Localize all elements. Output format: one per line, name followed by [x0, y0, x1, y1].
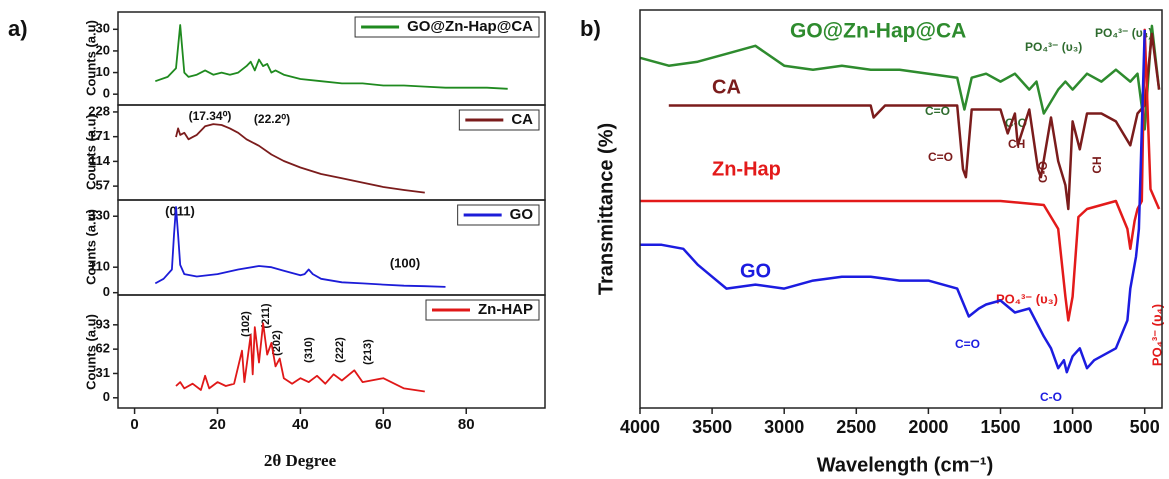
panel-label: b) — [580, 16, 601, 41]
y-tick-label: 20 — [96, 42, 110, 57]
series-label: CA — [712, 76, 741, 98]
annotation: (211) — [260, 303, 272, 328]
annotation: PO₄³⁻ (υ₄) — [1095, 26, 1152, 40]
y-axis-label: Counts (a.u) — [83, 114, 98, 190]
annotation: C-O — [1040, 390, 1062, 404]
data-line — [155, 24, 508, 90]
legend-label: GO — [510, 206, 534, 223]
annotation: (17.34⁰) — [189, 109, 232, 123]
plot-frame — [639, 9, 1163, 409]
legend-label: CA — [511, 111, 533, 128]
x-axis-label: Wavelength (cm⁻¹) — [817, 454, 994, 476]
data-line — [640, 29, 1146, 374]
annotation: CH — [1090, 156, 1104, 173]
annotation: PO₄³⁻ (υ₃) — [996, 291, 1058, 306]
x-tick-label: 1500 — [980, 417, 1020, 437]
y-tick-label: 62 — [96, 341, 110, 356]
series-label: Zn-Hap — [712, 158, 781, 180]
annotation: (202) — [271, 330, 283, 356]
legend-box — [425, 299, 540, 321]
data-line — [668, 32, 1161, 211]
annotation: C=O — [925, 104, 950, 118]
annotation: C=O — [928, 150, 953, 164]
x-tick-label: 80 — [458, 416, 475, 433]
legend-label: Zn-HAP — [478, 301, 533, 318]
data-line — [175, 322, 425, 393]
x-tick-label: 1000 — [1053, 417, 1093, 437]
y-tick-label: 30 — [96, 21, 110, 36]
y-tick-label: 0 — [103, 389, 110, 404]
annotation: C=O — [955, 337, 980, 351]
annotation: C-O — [1036, 161, 1050, 183]
annotation: (310) — [303, 337, 315, 363]
data-line — [154, 206, 446, 288]
x-axis-label: 2θ Degree — [264, 451, 337, 470]
x-tick-label: 3000 — [764, 417, 804, 437]
y-tick-label: 114 — [89, 153, 111, 168]
y-axis-label: Counts (a.u) — [83, 314, 98, 390]
x-tick-label: 2500 — [836, 417, 876, 437]
y-tick-label: 10 — [96, 64, 110, 79]
annotation: PO₄³⁻ (υ₄) — [1149, 304, 1164, 366]
y-tick-label: 228 — [88, 103, 110, 118]
x-tick-label: 0 — [130, 416, 138, 433]
y-tick-label: 0 — [103, 284, 110, 299]
plot-frame — [117, 294, 546, 409]
annotation: (100) — [390, 255, 420, 270]
y-tick-label: 0 — [103, 86, 110, 101]
annotation: PO₄³⁻ (υ₃) — [1025, 40, 1082, 54]
y-tick-label: 110 — [89, 259, 110, 274]
panel-label: a) — [8, 16, 28, 41]
y-tick-label: 57 — [96, 178, 110, 193]
y-axis-label: Transmittance (%) — [595, 123, 617, 295]
annotation: (213) — [362, 339, 374, 365]
annotation: (222) — [334, 337, 346, 363]
y-axis-label: Counts (a.u) — [83, 20, 98, 96]
x-tick-label: 3500 — [692, 417, 732, 437]
x-tick-label: 4000 — [620, 417, 660, 437]
x-tick-label: 500 — [1130, 417, 1160, 437]
y-tick-label: 31 — [96, 365, 110, 380]
annotation: (011) — [165, 203, 195, 218]
y-tick-label: 171 — [88, 128, 110, 143]
x-tick-label: 20 — [209, 416, 226, 433]
series-label: GO@Zn-Hap@CA — [790, 20, 966, 43]
annotation: (22.2⁰) — [254, 112, 290, 126]
data-line — [175, 123, 425, 194]
y-tick-label: 330 — [88, 208, 110, 223]
x-tick-label: 40 — [292, 416, 309, 433]
legend-box — [354, 16, 540, 38]
y-axis-label: Counts (a.u) — [83, 209, 98, 285]
annotation: (102) — [240, 311, 252, 337]
data-line — [639, 24, 1161, 131]
series-label: GO — [740, 260, 771, 282]
x-tick-label: 2000 — [908, 417, 948, 437]
y-tick-label: 93 — [96, 316, 110, 331]
legend-label: GO@Zn-Hap@CA — [407, 18, 533, 35]
x-tick-label: 60 — [375, 416, 392, 433]
